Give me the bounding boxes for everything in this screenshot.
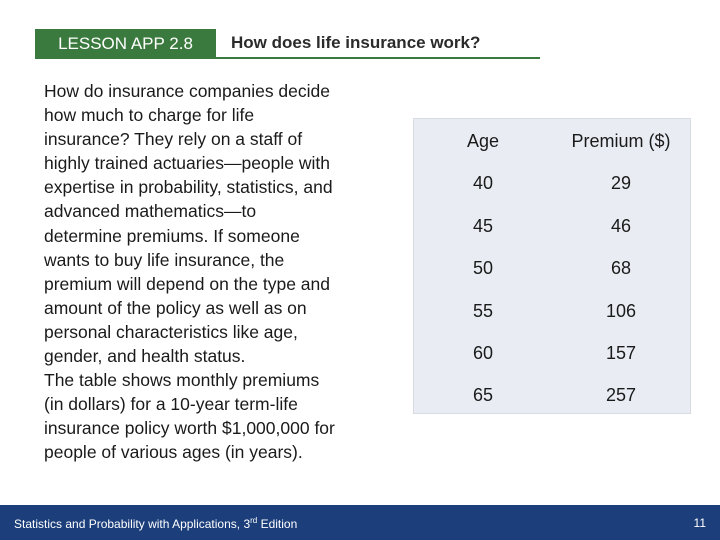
column-header: Age	[466, 131, 500, 151]
table-cell: 55	[472, 300, 494, 321]
body-line: highly trained actuaries—people with	[44, 153, 330, 174]
body-line: insurance? They rely on a staff of	[44, 129, 303, 150]
table-cell: 40	[472, 173, 494, 194]
body-line: how much to charge for life	[44, 105, 255, 126]
body-line: How do insurance companies decide	[44, 81, 330, 101]
page-number: 11	[693, 516, 706, 530]
table-cell: 50	[472, 258, 494, 279]
column-header: Premium ($)	[571, 131, 671, 151]
body-line: amount of the policy as well as on	[44, 297, 307, 318]
table-cell: 46	[610, 215, 632, 236]
body-line: advanced mathematics—to	[44, 201, 257, 222]
body-line: personal characteristics like age,	[44, 321, 298, 342]
body-line: insurance policy worth $1,000,000 for	[44, 418, 335, 439]
footer-text: Statistics and Probability with Applicat…	[14, 516, 297, 531]
table-cell: 157	[605, 343, 637, 363]
table-cell: 68	[610, 258, 632, 279]
body-line: people of various ages (in years).	[44, 442, 303, 463]
table-cell: 60	[472, 343, 494, 363]
table-cell: 29	[610, 173, 632, 194]
body-line: (in dollars) for a 10-year term-life	[44, 394, 298, 415]
table-cell: 106	[605, 300, 637, 321]
footer-title-end: Edition	[257, 517, 298, 531]
body-line: premium will depend on the type and	[44, 273, 331, 294]
body-text: How do insurance companies decide how muc…	[44, 79, 394, 465]
body-line: wants to buy life insurance, the	[44, 249, 285, 270]
body-line: The table shows monthly premiums	[44, 370, 320, 391]
footer-title: Statistics and Probability with Applicat…	[14, 517, 251, 531]
table-cell: 65	[472, 385, 494, 406]
lesson-label: LESSON APP 2.8	[35, 29, 216, 58]
premium-table: Age Premium ($) 40 29 45 46 50 68 55 106 60 157 65 25…	[413, 118, 691, 414]
footer-superscript: rd	[250, 516, 258, 525]
slide-title: How does life insurance work?	[231, 33, 481, 52]
body-line: expertise in probability, statistics, an…	[44, 177, 333, 198]
body-line: determine premiums. If someone	[44, 225, 300, 246]
header-rule	[35, 57, 540, 59]
footer: Statistics and Probability with Applicat…	[0, 505, 720, 540]
table-cell: 257	[605, 385, 637, 406]
body-line: gender, and health status.	[44, 346, 246, 367]
table-cell: 45	[472, 215, 494, 236]
